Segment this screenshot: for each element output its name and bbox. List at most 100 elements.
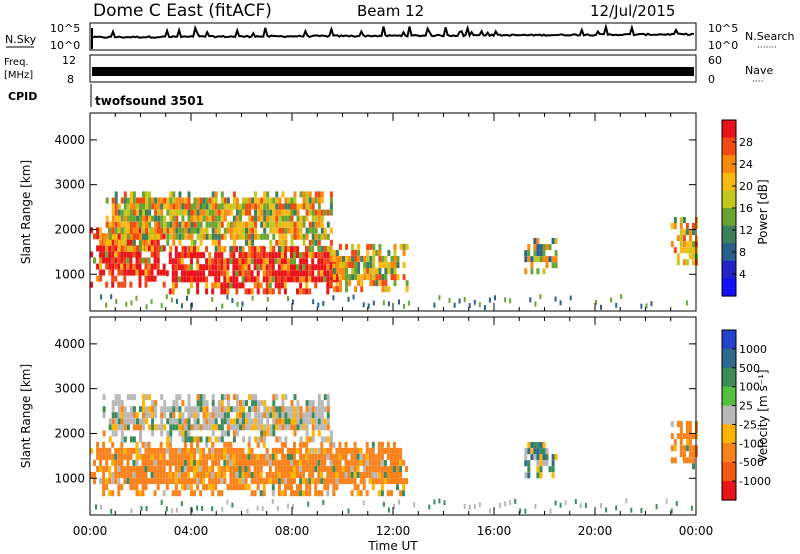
power-cell-687 — [175, 233, 179, 240]
power-cell-700 — [178, 197, 182, 204]
power-cell-21 — [102, 251, 106, 258]
power-cell-1205 — [533, 250, 537, 257]
velocity-cell-776 — [151, 400, 155, 407]
power-cell-1020 — [311, 233, 315, 240]
power-cell-279 — [226, 270, 230, 277]
power-cell-709 — [181, 197, 185, 204]
velocity-cell-146 — [159, 447, 163, 454]
power-cell-260 — [217, 258, 221, 265]
power-cell-857 — [245, 221, 248, 228]
power-cell-1288 — [180, 303, 183, 309]
power-cell-1120 — [360, 286, 364, 293]
power-cell-106 — [135, 263, 139, 270]
power-cell-438 — [302, 264, 306, 271]
power-cell-785 — [214, 233, 218, 240]
velocity-cell-935 — [242, 412, 245, 419]
power-cell-439 — [302, 258, 306, 265]
velocity-cell-548 — [335, 453, 339, 460]
velocity-cell-330 — [241, 478, 245, 485]
velocity-cell-681 — [396, 459, 399, 466]
power-cell-45 — [111, 251, 115, 258]
velocity-cell-1020 — [287, 406, 291, 413]
power-cell-537 — [117, 227, 121, 234]
power-cell-1039 — [317, 215, 321, 222]
power-cell-1059 — [326, 209, 330, 216]
power-cell-821 — [229, 233, 233, 240]
power-cell-0 — [90, 281, 93, 288]
velocity-cell-43 — [114, 459, 118, 466]
velocity-cell-139 — [156, 453, 160, 460]
velocity-cell-973 — [263, 430, 267, 437]
power-cell-1109 — [354, 268, 358, 274]
power-cell-879 — [254, 221, 258, 228]
power-cell-735 — [193, 215, 197, 222]
velocity-cell-957 — [254, 406, 258, 413]
time-tick-4: 16:00 — [477, 524, 512, 538]
power-cell-574 — [129, 203, 133, 210]
power-cell-1008 — [305, 209, 309, 216]
velocity-cell-468 — [302, 459, 306, 466]
power-cell-416 — [293, 276, 296, 283]
velocity-cell-612 — [365, 453, 369, 460]
power-cell-139 — [147, 245, 151, 252]
power-cell-442 — [305, 282, 309, 289]
power-cell-1182 — [393, 249, 397, 256]
velocity-cell-259 — [211, 490, 215, 497]
power-cell-172 — [165, 270, 169, 277]
power-cell-1192 — [405, 286, 409, 293]
velocity-cell-725 — [120, 418, 124, 425]
velocity-cell-987 — [272, 430, 276, 437]
velocity-cell-389 — [268, 453, 272, 460]
velocity-cell-212 — [190, 484, 193, 491]
power-colorbar-segment-7 — [722, 243, 736, 262]
power-cell-767 — [205, 197, 209, 204]
velocity-cell-525 — [326, 466, 330, 472]
velocity-cell-41 — [114, 472, 118, 478]
power-cell-77 — [123, 263, 127, 270]
velocity-cell-491 — [311, 453, 315, 460]
velocity-cell-984 — [269, 424, 273, 431]
velocity-cell-866 — [205, 418, 209, 425]
velocity-cell-724 — [120, 424, 124, 431]
power-cell-950 — [281, 221, 285, 228]
velocity-cell-706 — [111, 418, 115, 425]
velocity-cell-256 — [208, 466, 212, 472]
power-cell-363 — [268, 288, 272, 295]
velocity-cell-202 — [183, 447, 187, 454]
velocity-cell-1203 — [322, 500, 325, 505]
velocity-cell-941 — [245, 400, 248, 407]
velocity-cell-1044 — [302, 412, 306, 419]
velocity-cell-694 — [402, 459, 406, 466]
power-cell-292 — [232, 252, 236, 259]
velocity-cell-610 — [365, 466, 369, 472]
velocity-cell-968 — [260, 424, 264, 431]
velocity-cell-769 — [148, 406, 152, 413]
velocity-cell-814 — [178, 418, 182, 425]
power-cell-58 — [117, 269, 121, 276]
velocity-cell-867 — [205, 412, 209, 419]
power-cell-453 — [308, 252, 312, 259]
power-cell-305 — [238, 252, 242, 259]
power-cell-379 — [274, 270, 278, 277]
power-cell-869 — [248, 197, 252, 204]
power-cell-980 — [293, 221, 297, 228]
velocity-cell-271 — [214, 459, 218, 466]
velocity-cell-341 — [244, 453, 248, 460]
power-cell-153 — [153, 251, 157, 258]
velocity-cell-354 — [250, 447, 254, 454]
velocity-cell-398 — [274, 472, 278, 478]
power-cell-1 — [90, 251, 93, 258]
power-cell-291 — [232, 258, 236, 265]
power-cell-177 — [171, 282, 175, 289]
velocity-cell-318 — [235, 466, 239, 472]
velocity-cell-880 — [211, 394, 215, 401]
velocity-cell-691 — [402, 490, 406, 497]
velocity-cell-262 — [211, 472, 215, 478]
velocity-cell-822 — [181, 412, 185, 419]
velocity-ytick-3: 1000 — [54, 471, 85, 485]
velocity-cell-83 — [132, 447, 136, 454]
power-cell-895 — [260, 209, 264, 216]
velocity-cell-1149 — [679, 421, 683, 427]
velocity-cell-1240 — [655, 504, 658, 510]
velocity-cell-751 — [136, 412, 139, 419]
